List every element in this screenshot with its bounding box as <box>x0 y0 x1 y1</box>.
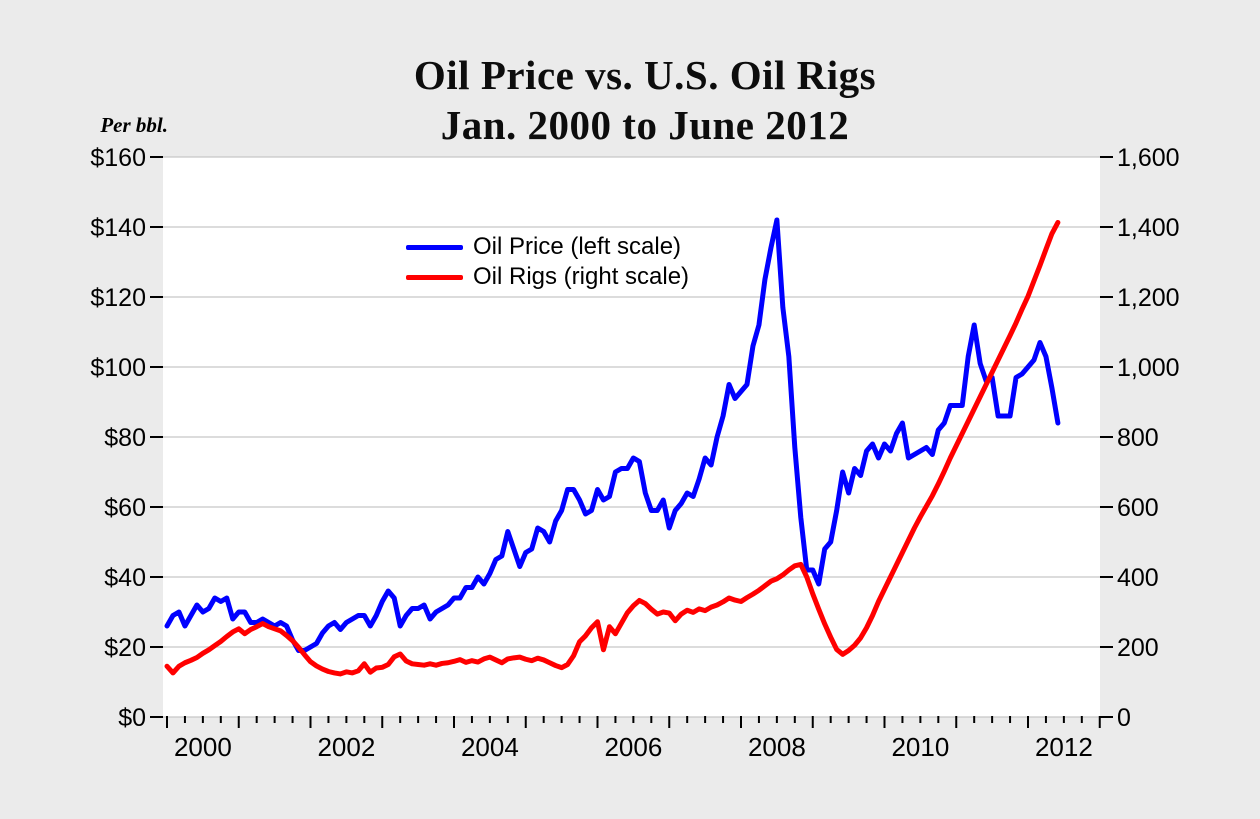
y-left-tick-label: $140 <box>90 214 146 242</box>
y-left-tick-label: $80 <box>104 424 146 452</box>
oil-price-legend-label: Oil Price (left scale) <box>473 233 682 260</box>
oil-rigs-legend-label: Oil Rigs (right scale) <box>473 263 690 290</box>
x-tick-labels: 2000 2002 2004 2006 2008 2010 2012 <box>174 732 1093 762</box>
oil-rigs-legend-swatch <box>406 274 463 280</box>
y-left-tick-label: $40 <box>104 564 146 592</box>
legend: Oil Price (left scale) Oil Rigs (right s… <box>406 232 689 292</box>
y-right-tick-label: 1,600 <box>1117 144 1180 172</box>
chart-title-block: Oil Price vs. U.S. Oil Rigs Jan. 2000 to… <box>130 50 1160 150</box>
left-axis-unit-label: Per bbl. <box>100 113 168 137</box>
y-right-tick-label: 200 <box>1117 634 1159 662</box>
legend-item-oil-price: Oil Price (left scale) <box>406 232 689 262</box>
y-right-tick-label: 1,000 <box>1117 354 1180 382</box>
y-right-tick-label: 800 <box>1117 424 1159 452</box>
x-tick-marks <box>166 716 1101 728</box>
x-year-label: 2012 <box>1035 732 1093 762</box>
oil-price-legend-swatch <box>406 244 463 250</box>
y-right-tick-label: 0 <box>1117 704 1131 732</box>
y-right-tick-label: 400 <box>1117 564 1159 592</box>
y-left-tick-label: $0 <box>118 704 146 732</box>
x-year-label: 2000 <box>174 732 232 762</box>
oil-rigs-line <box>164 219 1061 677</box>
oil-price-line <box>164 217 1061 653</box>
y-left-tick-label: $20 <box>104 634 146 662</box>
x-year-label: 2006 <box>604 732 662 762</box>
y-right-tick-label: 600 <box>1117 494 1159 522</box>
y-left-tick-label: $60 <box>104 494 146 522</box>
axis-tick-labels: $0 0 $20 200 $40 400 $60 600 $80 800 $100 1,000 $120… <box>90 144 1179 732</box>
y-right-tick-label: 1,400 <box>1117 214 1180 242</box>
y-right-tick-label: 1,200 <box>1117 284 1180 312</box>
axis-tick-marks <box>150 156 1113 718</box>
y-left-tick-label: $100 <box>90 354 146 382</box>
y-left-tick-label: $160 <box>90 144 146 172</box>
chart-title: Oil Price vs. U.S. Oil Rigs <box>413 52 877 98</box>
x-year-label: 2002 <box>317 732 375 762</box>
y-left-tick-label: $120 <box>90 284 146 312</box>
x-year-label: 2008 <box>748 732 806 762</box>
chart-subtitle: Jan. 2000 to June 2012 <box>440 102 850 148</box>
x-year-label: 2010 <box>891 732 949 762</box>
x-year-label: 2004 <box>461 732 519 762</box>
y-gridlines <box>163 156 1100 718</box>
legend-item-oil-rigs: Oil Rigs (right scale) <box>406 262 689 292</box>
